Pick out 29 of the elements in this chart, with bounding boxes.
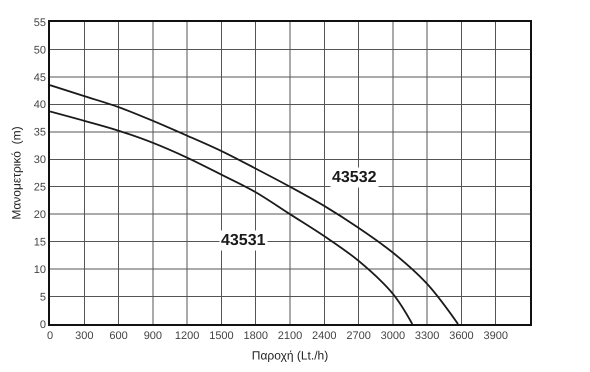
x-tick-label: 3000	[380, 330, 406, 342]
y-tick-label: 15	[34, 236, 46, 248]
x-tick-label: 300	[75, 330, 94, 342]
y-axis-title: Μανομετρικό (m)	[10, 126, 24, 220]
x-axis-title: Παροχή (Lt./h)	[252, 348, 328, 362]
y-tick-label: 45	[34, 72, 46, 84]
x-tick-label: 900	[144, 330, 162, 342]
y-tick-label: 50	[34, 44, 46, 56]
x-tick-label: 3300	[414, 330, 440, 342]
y-tick-label: 25	[34, 182, 46, 194]
y-tick-label: 5	[40, 291, 46, 304]
x-tick-label: 3600	[449, 330, 474, 342]
x-tick-label: 1500	[209, 330, 234, 342]
x-tick-label: 3900	[483, 330, 508, 342]
y-tick-label: 0	[40, 318, 46, 331]
x-tick-label: 600	[109, 330, 128, 342]
y-tick-label: 55	[34, 16, 46, 29]
y-tick-label: 40	[34, 99, 46, 112]
x-tick-label: 2100	[278, 330, 302, 342]
y-tick-label: 30	[34, 154, 46, 166]
x-tick-label: 2700	[346, 330, 371, 342]
y-tick-label: 20	[34, 209, 46, 222]
x-tick-label: 1200	[174, 330, 200, 342]
x-tick-label: 1800	[243, 330, 268, 342]
x-tick-label: 2400	[312, 330, 337, 342]
y-tick-label: 10	[34, 264, 46, 276]
series-label: 43532	[332, 169, 377, 186]
y-tick-label: 35	[34, 126, 46, 139]
series-label: 43531	[221, 232, 266, 249]
